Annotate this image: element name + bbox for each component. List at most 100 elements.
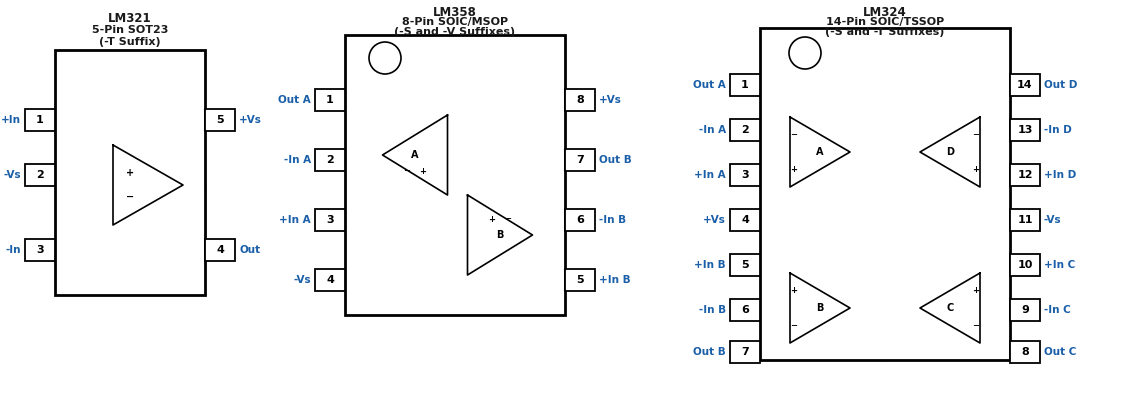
Text: A: A	[411, 150, 418, 160]
Text: -Vs: -Vs	[1044, 215, 1062, 225]
Bar	[1010, 299, 1040, 321]
Bar	[205, 239, 235, 261]
Text: 2: 2	[741, 125, 749, 135]
Text: +In C: +In C	[1044, 260, 1076, 270]
Text: 3: 3	[37, 245, 43, 255]
Text: 10: 10	[1017, 260, 1032, 270]
Text: 2: 2	[326, 155, 334, 165]
Text: 3: 3	[741, 170, 749, 180]
Bar	[1010, 209, 1040, 231]
Bar	[1010, 341, 1040, 363]
Text: +In: +In	[1, 115, 21, 125]
Text: +Vs: +Vs	[599, 95, 622, 105]
Text: Out C: Out C	[1044, 347, 1077, 357]
Text: -Vs: -Vs	[3, 170, 21, 180]
Text: +In D: +In D	[1044, 170, 1077, 180]
Bar	[345, 35, 565, 315]
Text: 11: 11	[1017, 215, 1033, 225]
Bar	[1010, 254, 1040, 276]
Text: 4: 4	[326, 275, 334, 285]
Text: 6: 6	[576, 215, 584, 225]
Bar	[730, 74, 760, 96]
Text: +: +	[419, 166, 426, 175]
Text: 5: 5	[576, 275, 584, 285]
Text: 4: 4	[741, 215, 749, 225]
Text: +In B: +In B	[695, 260, 726, 270]
Text: +: +	[791, 165, 798, 174]
Bar	[1010, 74, 1040, 96]
Text: A: A	[816, 147, 824, 157]
Text: +: +	[488, 214, 496, 224]
Text: -Vs: -Vs	[294, 275, 311, 285]
Text: LM321: LM321	[109, 12, 152, 25]
Text: 12: 12	[1017, 170, 1033, 180]
Text: −: −	[403, 166, 410, 175]
Bar	[760, 28, 1010, 360]
Text: 1: 1	[37, 115, 43, 125]
Text: 1: 1	[741, 80, 749, 90]
Text: −: −	[791, 321, 798, 330]
Text: Out D: Out D	[1044, 80, 1078, 90]
Text: Out B: Out B	[599, 155, 632, 165]
Bar	[730, 164, 760, 186]
Text: +: +	[126, 168, 134, 178]
Bar	[565, 209, 596, 231]
Text: +: +	[791, 286, 798, 295]
Bar	[1010, 119, 1040, 141]
Bar	[315, 149, 345, 171]
Text: +: +	[973, 165, 980, 174]
Bar	[730, 254, 760, 276]
Text: -In B: -In B	[599, 215, 626, 225]
Bar	[730, 209, 760, 231]
Bar	[25, 109, 55, 131]
Text: 9: 9	[1021, 305, 1029, 315]
Bar	[205, 109, 235, 131]
Bar	[565, 89, 596, 111]
Text: -In: -In	[6, 245, 21, 255]
Bar	[565, 269, 596, 291]
Text: 14: 14	[1017, 80, 1033, 90]
Text: +: +	[973, 286, 980, 295]
Bar	[565, 149, 596, 171]
Bar	[315, 209, 345, 231]
Text: Out: Out	[239, 245, 261, 255]
Text: -In C: -In C	[1044, 305, 1071, 315]
Text: -In B: -In B	[698, 305, 726, 315]
Text: 5: 5	[216, 115, 224, 125]
Text: Out B: Out B	[694, 347, 726, 357]
Text: 3: 3	[326, 215, 334, 225]
Text: (-S and -T Suffixes): (-S and -T Suffixes)	[825, 27, 944, 37]
Text: 6: 6	[741, 305, 749, 315]
Text: B: B	[816, 303, 824, 313]
Text: 14-Pin SOIC/TSSOP: 14-Pin SOIC/TSSOP	[826, 17, 944, 27]
Text: -In A: -In A	[698, 125, 726, 135]
Text: Out A: Out A	[278, 95, 311, 105]
Text: +Vs: +Vs	[703, 215, 726, 225]
Text: LM358: LM358	[433, 6, 477, 19]
Text: +Vs: +Vs	[239, 115, 262, 125]
Text: 5-Pin SOT23: 5-Pin SOT23	[91, 25, 168, 35]
Bar	[315, 269, 345, 291]
Text: −: −	[791, 130, 798, 139]
Bar	[25, 164, 55, 186]
Bar	[730, 299, 760, 321]
Text: Out A: Out A	[694, 80, 726, 90]
Text: 2: 2	[37, 170, 43, 180]
Text: +In B: +In B	[599, 275, 631, 285]
Text: −: −	[973, 130, 980, 139]
Text: 13: 13	[1017, 125, 1032, 135]
Bar	[315, 89, 345, 111]
Text: −: −	[126, 192, 134, 202]
Text: +In A: +In A	[279, 215, 311, 225]
Bar	[55, 50, 205, 295]
Bar	[25, 239, 55, 261]
Text: -In A: -In A	[283, 155, 311, 165]
Text: 8: 8	[576, 95, 584, 105]
Text: -In D: -In D	[1044, 125, 1072, 135]
Bar	[730, 119, 760, 141]
Text: 8-Pin SOIC/MSOP: 8-Pin SOIC/MSOP	[402, 17, 507, 27]
Text: 5: 5	[741, 260, 749, 270]
Text: 4: 4	[216, 245, 224, 255]
Text: 7: 7	[576, 155, 584, 165]
Text: B: B	[496, 230, 504, 240]
